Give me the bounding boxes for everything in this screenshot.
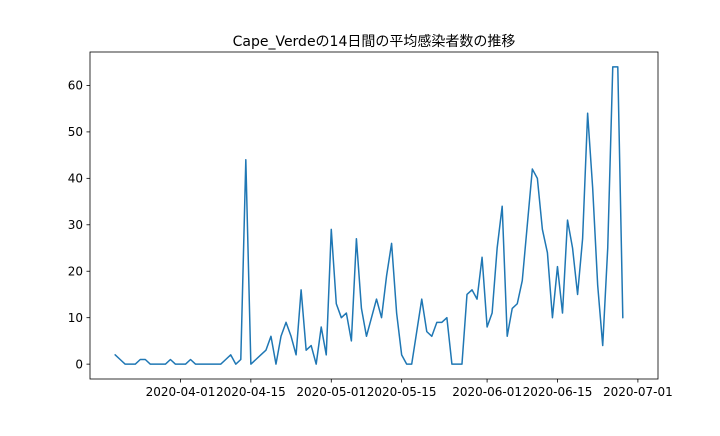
series-line xyxy=(114,66,624,365)
x-tick-label: 2020-05-15 xyxy=(367,385,437,399)
x-tick-label: 2020-04-01 xyxy=(146,385,216,399)
x-tick-label: 2020-06-15 xyxy=(523,385,593,399)
x-tick-label: 2020-05-01 xyxy=(296,385,366,399)
y-tick-label: 30 xyxy=(68,218,83,232)
x-tick-label: 2020-07-01 xyxy=(603,385,673,399)
plot-area xyxy=(114,66,624,365)
y-tick-label: 40 xyxy=(68,172,83,186)
y-tick-label: 10 xyxy=(68,311,83,325)
y-tick-label: 20 xyxy=(68,265,83,279)
chart-title: Cape_Verdeの14日間の平均感染者数の推移 xyxy=(233,33,516,50)
y-tick-label: 60 xyxy=(68,79,83,93)
y-tick-label: 0 xyxy=(75,357,83,371)
y-tick-label: 50 xyxy=(68,125,83,139)
x-tick-label: 2020-04-15 xyxy=(216,385,286,399)
axes-frame xyxy=(89,51,659,380)
x-tick-label: 2020-06-01 xyxy=(452,385,522,399)
